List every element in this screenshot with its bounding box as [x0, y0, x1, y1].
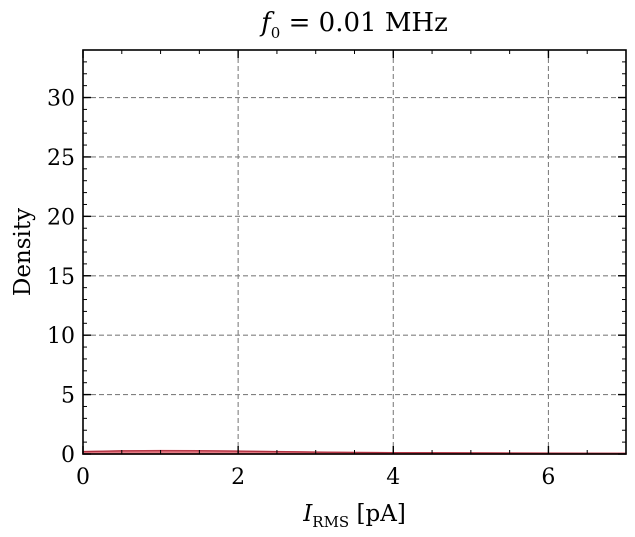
y-tick-label: 0: [61, 443, 75, 468]
title-rest: = 0.01 MHz: [280, 8, 447, 38]
title-subscript: 0: [271, 24, 281, 42]
tick-labels: 0 2 4 6 0 5 10 15 20 25 30: [47, 87, 555, 490]
x-axis-label: IRMS [pA]: [302, 501, 406, 531]
y-tick-label: 5: [61, 384, 75, 409]
y-tick-label: 15: [47, 265, 75, 290]
x-tick-label: 2: [231, 465, 245, 490]
y-tick-label: 20: [47, 205, 75, 230]
x-tick-label: 6: [541, 465, 555, 490]
plot-frame: [82, 49, 627, 455]
ticks-layer: [82, 49, 627, 455]
xlabel-rest: [pA]: [349, 501, 406, 527]
x-tick-label: 4: [386, 465, 400, 490]
grid-lines: [83, 50, 626, 454]
y-axis-label: Density: [10, 208, 36, 296]
xlabel-subscript: RMS: [312, 513, 349, 531]
y-tick-label: 30: [47, 87, 75, 112]
x-tick-label: 0: [76, 465, 90, 490]
y-tick-label: 25: [47, 146, 75, 171]
y-tick-label: 10: [47, 324, 75, 349]
chart-title: f0 = 0.01 MHz: [259, 8, 448, 42]
xlabel-italic: I: [302, 501, 313, 527]
